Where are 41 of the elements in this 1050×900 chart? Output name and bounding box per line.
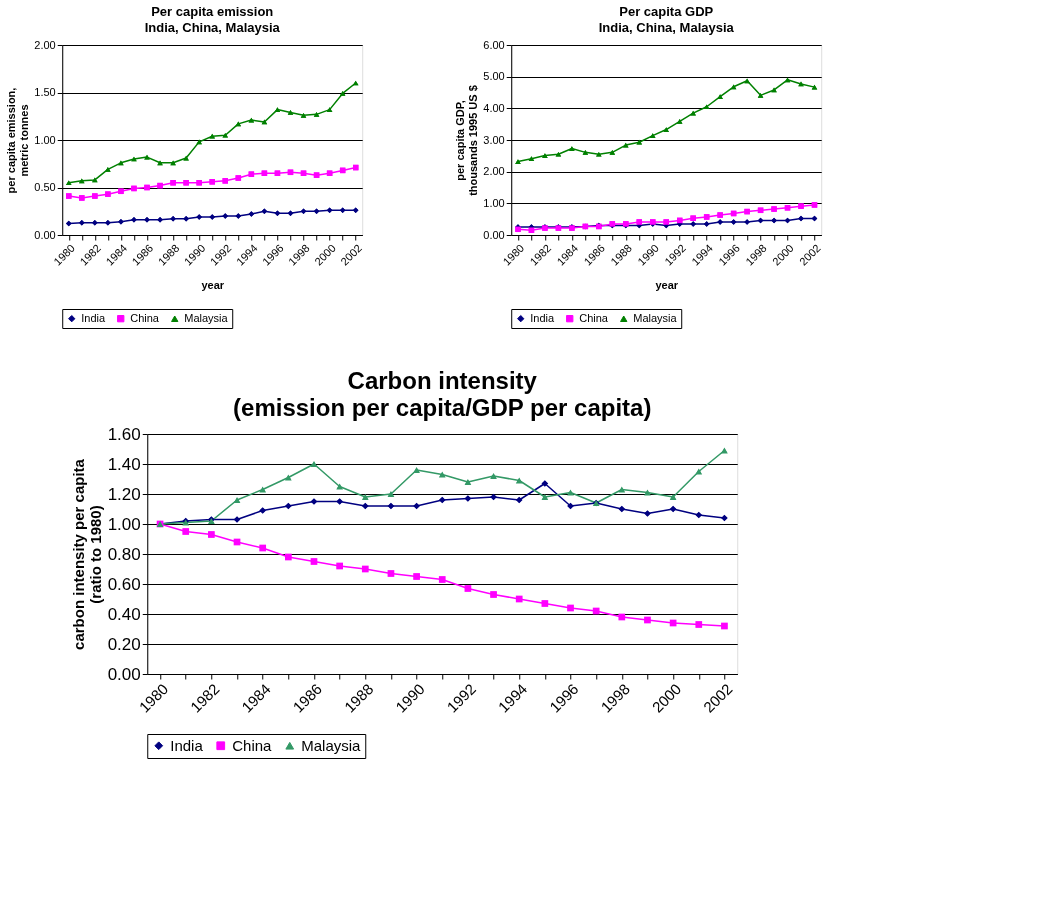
y-tick-label: 1.50	[34, 86, 56, 98]
y-tick-label: 3.00	[483, 133, 505, 146]
y-axis-title: per capita GDP, thousands 1995 US $	[454, 85, 480, 196]
legend-label: Malaysia	[301, 736, 362, 754]
y-tick-label: 0.00	[107, 664, 141, 684]
y-axis-title: carbon intensity per capita (ratio to 1980)	[69, 458, 104, 650]
y-tick-label: 6.00	[483, 38, 505, 51]
y-tick-label: 0.20	[107, 634, 141, 654]
chart-subtitle: India, China, Malaysia	[144, 20, 281, 35]
chart-subtitle: (emission per capita/GDP per capita)	[233, 394, 652, 421]
y-tick-label: 2.00	[34, 38, 56, 51]
y-tick-label: 0.80	[107, 544, 141, 564]
y-tick-label: 1.00	[483, 196, 505, 209]
chart-title: Per capita emission	[151, 4, 274, 19]
y-tick-label: 1.60	[107, 424, 141, 444]
y-tick-label: 0.40	[107, 604, 141, 624]
legend-label: Malaysia	[633, 311, 678, 324]
legend-label: China	[232, 736, 273, 754]
legend-label: China	[130, 311, 160, 324]
y-tick-label: 1.40	[107, 454, 141, 474]
x-axis-title: year	[655, 278, 679, 291]
chart-title: Per capita GDP	[619, 4, 714, 19]
y-tick-label: 5.00	[483, 70, 505, 83]
chart-title: Carbon intensity	[347, 367, 538, 394]
y-tick-label: 1.20	[107, 484, 141, 504]
y-tick-label: 0.60	[107, 574, 141, 594]
legend-label: China	[579, 311, 609, 324]
legend-label: Malaysia	[184, 311, 229, 324]
x-axis-title: year	[201, 278, 225, 291]
y-tick-label: 1.00	[107, 514, 141, 534]
legend-label: India	[81, 311, 106, 324]
y-axis-title: per capita emission, metric tonnes	[5, 87, 31, 194]
y-tick-label: 0.00	[34, 228, 56, 241]
chart-subtitle: India, China, Malaysia	[598, 20, 735, 35]
y-tick-label: 4.00	[483, 101, 505, 114]
legend-label: India	[530, 311, 555, 324]
y-tick-label: 1.00	[34, 133, 56, 146]
legend-label: India	[170, 736, 204, 754]
y-tick-label: 0.00	[483, 228, 505, 241]
y-tick-label: 2.00	[483, 165, 505, 178]
y-tick-label: 0.50	[34, 181, 56, 193]
